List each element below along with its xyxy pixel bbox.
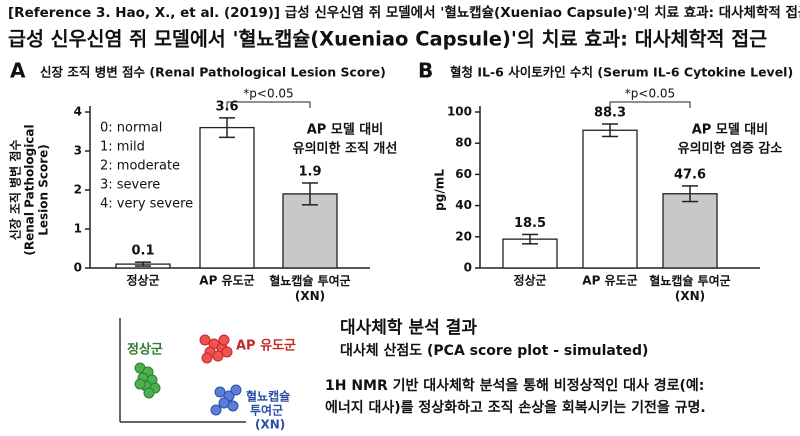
pca-label: 정상군 [127,342,163,358]
pca-label: AP 유도군 [236,339,296,354]
x-tick-label-line: (XN) [675,289,705,303]
significance-bracket [609,101,691,108]
annotation: AP 모델 대비 [692,123,768,138]
y-tick-label: 20 [455,229,472,243]
scale-legend: 3: severe [100,178,160,193]
scale-legend: 0: normal [100,121,162,136]
summary-subheading: 대사체 산점도 (PCA score plot - simulated) [340,342,648,359]
bar [199,126,255,269]
pca-ap-cluster [199,334,233,364]
bar [582,129,638,269]
value-label: 1.9 [298,164,321,179]
pca-label: 혈뇨캡슐 [246,389,290,404]
pca-label: (XN) [255,418,285,432]
x-tick-label: AP 유도군 [199,274,254,288]
y-tick-label: 80 [455,136,472,150]
significance-label: *p<0.05 [625,87,675,101]
summary-text: 에너지 대사)를 정상화하고 조직 손상을 회복시키는 기전을 규명. [325,399,706,416]
title: 급성 신우신염 쥐 모델에서 '혈뇨캡슐(Xueniao Capsule)'의 … [8,28,767,51]
chart-title: 혈청 IL-6 사이토카인 수치 (Serum IL-6 Cytokine Le… [450,65,793,80]
y-tick-label: 40 [455,198,472,212]
y-tick-label: 100 [447,105,472,119]
y-tick-label: 60 [455,167,472,181]
x-tick-label: 정상군 [513,273,546,288]
summary-text: 1H NMR 기반 대사체학 분석을 통해 비정상적인 대사 경로(예: [325,377,704,394]
error-bar [219,117,235,139]
scale-legend: 4: very severe [100,197,193,212]
value-label: 47.6 [674,167,706,182]
y-tick-label: 2 [74,183,82,197]
y-axis-label: (Renal Pathological [23,124,37,255]
error-bar [135,261,151,267]
error-bar [522,233,538,245]
y-tick-label: 0 [74,261,82,275]
y-tick-label: 4 [74,105,82,119]
scale-legend: 1: mild [100,140,145,155]
y-tick-label: 0 [464,261,472,275]
x-tick-label: 혈뇨캡슐 투여군 (XN) [649,273,730,303]
x-tick-label-line: 혈뇨캡슐 투여군 [649,273,730,288]
y-axis-label: pg/mL [433,169,447,211]
panel-letter: A [10,59,26,83]
pca-xn-cluster [210,384,242,416]
panel-letter: B [418,59,433,83]
pca-label: 투여군 [250,403,283,418]
chart-title: 신장 조직 병변 점수 (Renal Pathological Lesion S… [40,65,386,80]
x-tick-label-line: 혈뇨캡슐 투여군 [269,273,350,288]
annotation: AP 모델 대비 [307,123,383,138]
bar [662,193,718,269]
y-axis-label: 신장 조직 병변 점수 [8,140,23,241]
error-bar [682,185,698,203]
x-tick-label: 정상군 [126,273,159,288]
significance-label: *p<0.05 [243,87,293,101]
annotation: 유의미한 조직 개선 [293,141,398,157]
y-tick-label: 3 [74,144,82,158]
x-tick-label: AP 유도군 [582,274,637,288]
value-label: 88.3 [594,106,626,121]
error-bar [602,123,618,138]
summary-heading: 대사체학 분석 결과 [340,318,477,338]
error-bar [302,182,318,206]
x-tick-label: 혈뇨캡슐 투여군 (XN) [269,273,350,303]
x-tick-label-line: (XN) [295,289,325,303]
y-axis-label: Lesion Score) [37,144,51,236]
value-label: 18.5 [514,216,546,231]
annotation: 유의미한 염증 감소 [678,141,783,157]
value-label: 0.1 [131,244,154,259]
reference: [Reference 3. Hao, X., et al. (2019)] 급성… [8,4,800,21]
pca-normal-cluster [134,362,161,399]
significance-bracket [226,101,311,108]
y-tick-label: 1 [74,222,82,236]
scale-legend: 2: moderate [100,159,180,174]
